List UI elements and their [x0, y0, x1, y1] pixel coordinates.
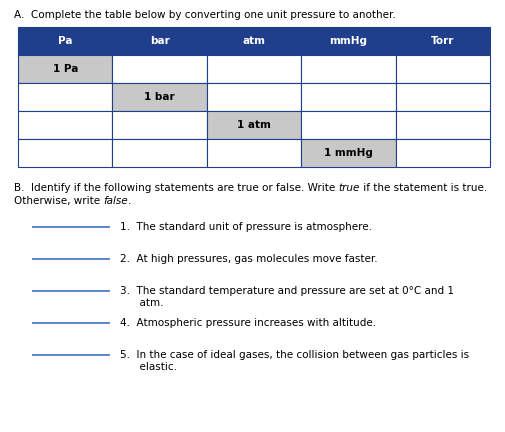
Bar [300, 111, 395, 139]
Bar [395, 111, 489, 139]
Text: 4.  Atmospheric pressure increases with altitude.: 4. Atmospheric pressure increases with a… [120, 318, 375, 328]
Bar [112, 111, 207, 139]
Text: Torr: Torr [430, 36, 453, 46]
Bar [18, 55, 112, 83]
Bar [18, 139, 112, 167]
Bar [207, 27, 300, 55]
Text: .: . [128, 196, 131, 206]
Text: 1 Pa: 1 Pa [53, 64, 78, 74]
Bar [207, 83, 300, 111]
Text: A.  Complete the table below by converting one unit pressure to another.: A. Complete the table below by convertin… [14, 10, 395, 20]
Text: false: false [103, 196, 128, 206]
Text: 1 bar: 1 bar [144, 92, 175, 102]
Text: 2.  At high pressures, gas molecules move faster.: 2. At high pressures, gas molecules move… [120, 254, 377, 264]
Bar [18, 27, 112, 55]
Text: 1 mmHg: 1 mmHg [323, 148, 372, 158]
Text: bar: bar [149, 36, 169, 46]
Bar [300, 55, 395, 83]
Bar [112, 83, 207, 111]
Bar [18, 83, 112, 111]
Text: 1 atm: 1 atm [237, 120, 270, 130]
Text: atm.: atm. [120, 298, 163, 308]
Bar [207, 111, 300, 139]
Text: 5.  In the case of ideal gases, the collision between gas particles is: 5. In the case of ideal gases, the colli… [120, 350, 468, 360]
Text: Pa: Pa [58, 36, 72, 46]
Bar [300, 27, 395, 55]
Bar [18, 111, 112, 139]
Text: if the statement is true.: if the statement is true. [359, 183, 486, 193]
Bar [300, 83, 395, 111]
Bar [395, 139, 489, 167]
Text: true: true [338, 183, 359, 193]
Text: atm: atm [242, 36, 265, 46]
Bar [112, 27, 207, 55]
Bar [395, 55, 489, 83]
Bar [300, 139, 395, 167]
Bar [112, 55, 207, 83]
Text: Otherwise, write: Otherwise, write [14, 196, 103, 206]
Text: B.  Identify if the following statements are true or false. Write: B. Identify if the following statements … [14, 183, 338, 193]
Text: 3.  The standard temperature and pressure are set at 0°C and 1: 3. The standard temperature and pressure… [120, 286, 453, 296]
Bar [112, 139, 207, 167]
Bar [395, 27, 489, 55]
Bar [395, 83, 489, 111]
Text: 1.  The standard unit of pressure is atmosphere.: 1. The standard unit of pressure is atmo… [120, 222, 371, 232]
Text: elastic.: elastic. [120, 362, 177, 372]
Bar [207, 139, 300, 167]
Text: mmHg: mmHg [329, 36, 367, 46]
Bar [207, 55, 300, 83]
